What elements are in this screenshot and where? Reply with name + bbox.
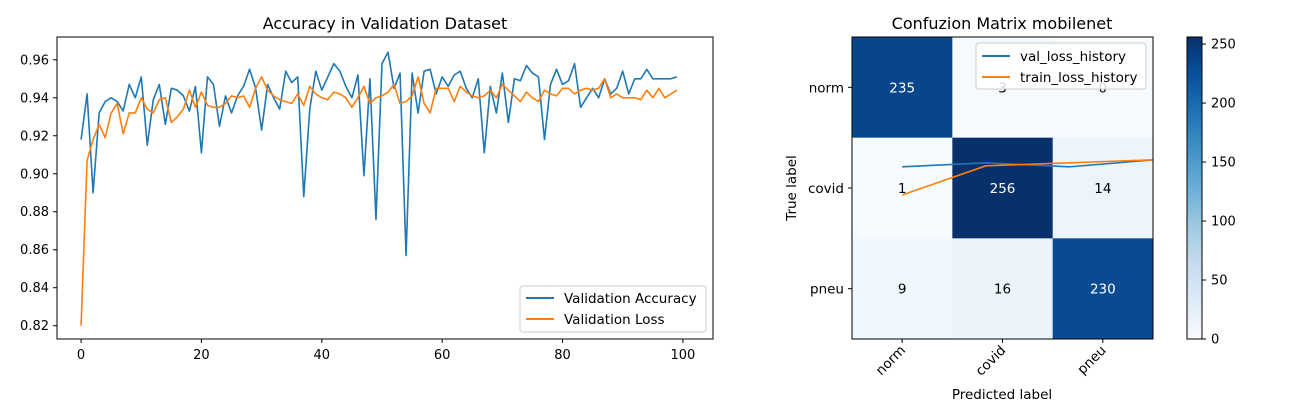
plot-area: 0 20 40 60 80 100 0.82 0.84 0.86 0.88 0.90 0.92 0.94… [20,51,695,363]
cell-label: 16 [994,282,1011,298]
heatmap-cell [1052,238,1154,340]
cell-label: 1 [898,181,907,197]
heatmap-cell [1052,137,1154,239]
heatmap-cell [952,238,1054,340]
x-tick-label: 60 [434,348,451,363]
colorbar-tick-label: 100 [1211,215,1236,230]
y-tick-label: 0.88 [20,205,49,220]
x-tick-label: covid [973,343,1010,380]
loss-history-overlay [901,159,1154,196]
x-tick-label: pneu [1074,343,1109,378]
colorbar-tick-label: 50 [1211,274,1228,289]
chart-title: Confuzion Matrix mobilenet [892,14,1113,33]
colorbar-ticks: 0 50 100 150 200 250 [1202,38,1236,348]
x-tick-label: 20 [193,348,210,363]
confusion-matrix-chart: Confuzion Matrix mobilenet 2353012561491… [784,14,1236,400]
accuracy-line-chart: Accuracy in Validation Dataset 0 20 40 60 80… [20,14,714,363]
series-line-1 [80,76,678,326]
y-tick-label: 0.84 [20,281,49,296]
legend-box [975,42,1147,90]
colorbar [1186,36,1203,340]
overlay-line-1 [901,159,1154,196]
series-line-0 [80,51,678,257]
y-tick-label: 0.82 [20,319,49,334]
y-tick-label: 0.94 [20,91,49,106]
cell-label: 230 [1090,282,1116,298]
colorbar-tick-label: 0 [1211,333,1219,348]
heatmap-cell [852,238,953,340]
legend: val_loss_history train_loss_history [975,42,1147,90]
legend-label-validation-loss: Validation Loss [564,312,665,328]
colorbar-tick-label: 200 [1211,97,1236,112]
heatmap-cell [852,37,953,139]
legend-box [519,285,707,333]
y-axis-label: True label [784,155,800,222]
legend-label-train-loss-history: train_loss_history [1020,70,1137,86]
y-tick-label: 0.90 [20,167,49,182]
axes-frame [56,36,714,340]
legend-label-validation-accuracy: Validation Accuracy [564,291,697,307]
cell-label: 9 [898,282,907,298]
colorbar-tick-label: 150 [1211,156,1236,171]
y-tick-label: norm [809,80,844,96]
x-axis-label: Predicted label [952,387,1052,400]
cell-label: 256 [990,181,1016,197]
colorbar-tick-label: 250 [1211,38,1236,53]
y-tick-label: covid [808,181,844,197]
cell-label: 235 [889,80,915,96]
x-tick-label: norm [873,343,909,379]
legend-label-val-loss-history: val_loss_history [1020,49,1126,65]
x-tick-label: 100 [670,348,695,363]
chart-title: Accuracy in Validation Dataset [263,14,508,33]
heatmap-cell [952,137,1054,239]
y-tick-label: pneu [810,282,844,298]
y-tick-label: 0.86 [20,243,49,258]
y-tick-label: 0.92 [20,129,49,144]
x-tick-label: 0 [77,348,85,363]
heatmap-cell [852,137,953,239]
x-tick-label: 40 [314,348,331,363]
y-tick-label: 0.96 [20,53,49,68]
x-tick-label: 80 [554,348,571,363]
cell-label: 14 [1094,181,1111,197]
legend: Validation Accuracy Validation Loss [519,285,707,333]
